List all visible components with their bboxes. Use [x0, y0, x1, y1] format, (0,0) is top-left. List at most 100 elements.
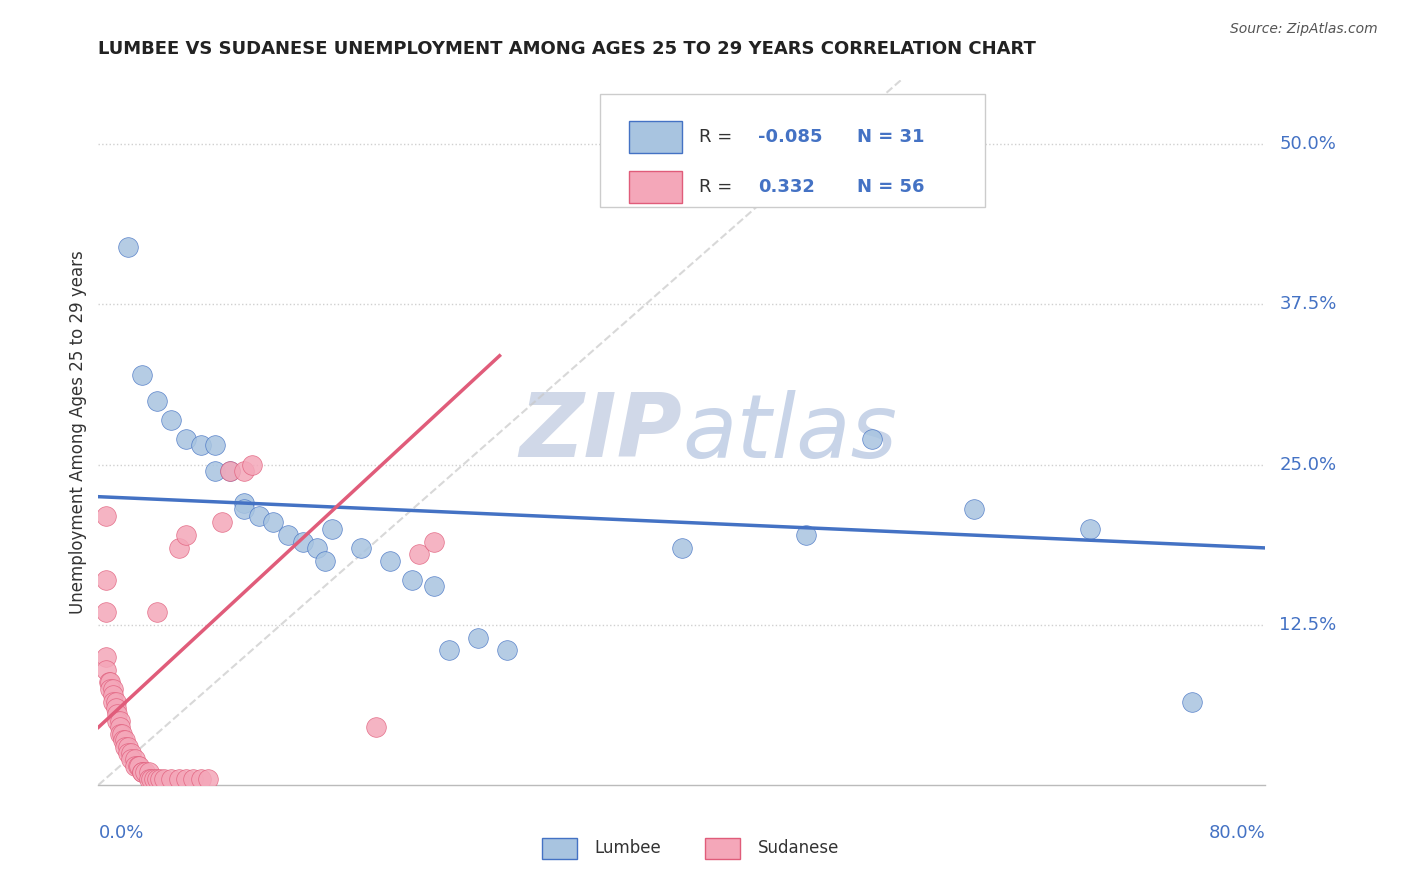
- Point: [105, 714, 128, 728]
- Point: [142, 772, 165, 786]
- Point: [110, 714, 132, 728]
- Point: [138, 765, 160, 780]
- Point: [110, 720, 132, 734]
- Point: [98, 675, 121, 690]
- Point: [204, 464, 226, 478]
- Point: [962, 502, 984, 516]
- Point: [146, 393, 169, 408]
- Point: [204, 438, 226, 452]
- Point: [97, 675, 120, 690]
- Point: [104, 695, 127, 709]
- Point: [128, 758, 150, 772]
- Point: [408, 547, 430, 561]
- Text: -0.085: -0.085: [758, 128, 823, 146]
- FancyBboxPatch shape: [541, 838, 576, 859]
- Point: [160, 772, 183, 786]
- Text: Sudanese: Sudanese: [758, 839, 839, 857]
- Point: [350, 541, 373, 555]
- Point: [124, 758, 146, 772]
- Text: ZIP: ZIP: [519, 389, 682, 476]
- Point: [277, 528, 299, 542]
- Text: R =: R =: [699, 178, 738, 196]
- Text: R =: R =: [699, 128, 738, 146]
- FancyBboxPatch shape: [706, 838, 741, 859]
- Point: [321, 522, 343, 536]
- Point: [139, 772, 162, 786]
- Point: [105, 707, 128, 722]
- Point: [190, 772, 212, 786]
- Point: [167, 541, 190, 555]
- Point: [153, 772, 176, 786]
- Point: [1181, 695, 1204, 709]
- Point: [112, 733, 135, 747]
- Point: [94, 508, 117, 523]
- Text: Source: ZipAtlas.com: Source: ZipAtlas.com: [1230, 22, 1378, 37]
- Point: [380, 554, 402, 568]
- Text: 0.332: 0.332: [758, 178, 814, 196]
- Text: 25.0%: 25.0%: [1279, 456, 1337, 474]
- Point: [94, 605, 117, 619]
- Text: 80.0%: 80.0%: [1209, 823, 1265, 842]
- Point: [127, 758, 149, 772]
- Point: [167, 772, 190, 786]
- Point: [860, 432, 883, 446]
- FancyBboxPatch shape: [600, 95, 986, 207]
- Text: N = 56: N = 56: [858, 178, 925, 196]
- Point: [124, 752, 146, 766]
- Point: [240, 458, 263, 472]
- Point: [218, 464, 240, 478]
- Point: [1080, 522, 1102, 536]
- Point: [247, 508, 270, 523]
- Point: [314, 554, 336, 568]
- Point: [101, 688, 124, 702]
- Text: 37.5%: 37.5%: [1279, 295, 1337, 313]
- Point: [146, 605, 169, 619]
- Point: [181, 772, 204, 786]
- Text: N = 31: N = 31: [858, 128, 925, 146]
- Text: LUMBEE VS SUDANESE UNEMPLOYMENT AMONG AGES 25 TO 29 YEARS CORRELATION CHART: LUMBEE VS SUDANESE UNEMPLOYMENT AMONG AG…: [98, 40, 1036, 58]
- Text: 12.5%: 12.5%: [1279, 615, 1337, 634]
- Point: [131, 765, 153, 780]
- Y-axis label: Unemployment Among Ages 25 to 29 years: Unemployment Among Ages 25 to 29 years: [69, 251, 87, 615]
- Point: [211, 516, 233, 530]
- Point: [197, 772, 219, 786]
- FancyBboxPatch shape: [630, 121, 682, 153]
- Point: [117, 746, 139, 760]
- Text: atlas: atlas: [682, 390, 897, 475]
- Point: [101, 681, 124, 696]
- Point: [101, 695, 124, 709]
- Point: [467, 631, 489, 645]
- Point: [423, 579, 446, 593]
- Point: [190, 438, 212, 452]
- Point: [423, 534, 446, 549]
- Point: [401, 573, 423, 587]
- Text: Lumbee: Lumbee: [595, 839, 661, 857]
- Point: [114, 733, 136, 747]
- Point: [174, 528, 197, 542]
- Point: [131, 368, 153, 382]
- Point: [104, 701, 127, 715]
- Point: [94, 663, 117, 677]
- Point: [117, 240, 139, 254]
- Point: [117, 739, 139, 754]
- Point: [131, 765, 153, 780]
- Point: [120, 752, 142, 766]
- Point: [120, 746, 142, 760]
- FancyBboxPatch shape: [630, 171, 682, 202]
- Point: [218, 464, 240, 478]
- Point: [174, 772, 197, 786]
- Point: [94, 649, 117, 664]
- Point: [174, 432, 197, 446]
- Point: [233, 502, 256, 516]
- Point: [291, 534, 314, 549]
- Text: 50.0%: 50.0%: [1279, 136, 1336, 153]
- Point: [307, 541, 329, 555]
- Point: [94, 573, 117, 587]
- Point: [138, 772, 160, 786]
- Text: 0.0%: 0.0%: [98, 823, 143, 842]
- Point: [496, 643, 519, 657]
- Point: [364, 720, 387, 734]
- Point: [134, 765, 156, 780]
- Point: [111, 727, 134, 741]
- Point: [146, 772, 169, 786]
